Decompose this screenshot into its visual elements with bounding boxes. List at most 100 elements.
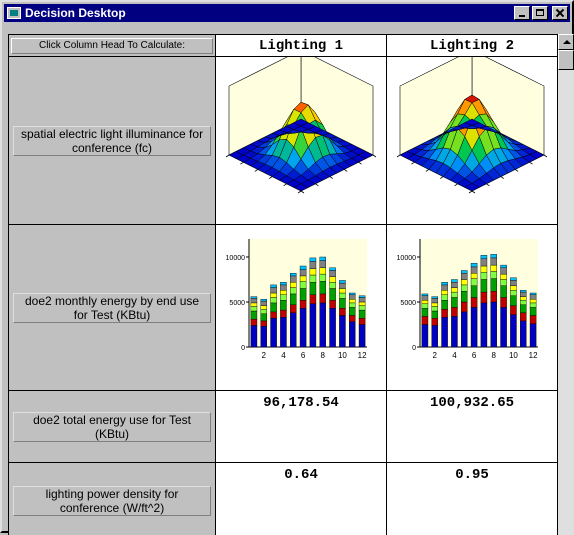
bar-segment bbox=[461, 291, 467, 302]
minimize-button[interactable] bbox=[514, 6, 530, 20]
axis-tick bbox=[469, 191, 472, 193]
bar-segment bbox=[471, 273, 477, 278]
bar-segment bbox=[421, 325, 427, 348]
decision-table: Click Column Head To Calculate: Lighting… bbox=[8, 34, 558, 535]
bar-segment bbox=[359, 298, 365, 303]
bar-segment bbox=[250, 307, 256, 312]
bar-segment bbox=[339, 280, 345, 283]
table-row: doe2 monthly energy by end use for Test … bbox=[9, 225, 558, 391]
bar-segment bbox=[431, 318, 437, 325]
bar-segment bbox=[431, 325, 437, 347]
bar-segment bbox=[441, 295, 447, 300]
row-label-monthly-energy[interactable]: doe2 monthly energy by end use for Test … bbox=[9, 225, 216, 391]
bar-segment bbox=[500, 307, 506, 347]
bar-segment bbox=[280, 285, 286, 290]
axis-tick bbox=[283, 184, 286, 186]
bar-segment bbox=[349, 293, 355, 295]
bar-segment bbox=[461, 271, 467, 274]
bar-segment bbox=[329, 268, 335, 271]
bar-segment bbox=[319, 268, 325, 274]
bar-segment bbox=[431, 303, 437, 307]
bar-segment bbox=[490, 279, 496, 292]
row-label-power-density[interactable]: lighting power density for conference (W… bbox=[9, 463, 216, 535]
bar-segment bbox=[510, 286, 516, 291]
illuminance-plot-cell-2[interactable] bbox=[387, 57, 558, 225]
bar-segment bbox=[339, 283, 345, 288]
bar-segment bbox=[359, 325, 365, 348]
bar-segment bbox=[441, 300, 447, 309]
bar-segment bbox=[530, 307, 536, 315]
power-density-value-1[interactable]: 0.64 bbox=[216, 463, 387, 535]
total-energy-value-2[interactable]: 100,932.65 bbox=[387, 391, 558, 463]
y-tick-label: 5000 bbox=[400, 300, 416, 307]
bar-segment bbox=[441, 285, 447, 290]
bar-segment bbox=[431, 298, 437, 303]
bar-segment bbox=[480, 303, 486, 347]
bar-segment bbox=[461, 302, 467, 312]
axis-tick bbox=[269, 177, 272, 179]
bar-segment bbox=[520, 300, 526, 305]
scroll-up-button[interactable] bbox=[558, 34, 574, 50]
column-head-lighting-2[interactable]: Lighting 2 bbox=[387, 35, 558, 57]
power-density-value-2[interactable]: 0.95 bbox=[387, 463, 558, 535]
bar-segment bbox=[329, 271, 335, 277]
bar-segment bbox=[500, 280, 506, 286]
bar-segment bbox=[290, 294, 296, 305]
bar-segment bbox=[530, 293, 536, 295]
x-tick-label: 10 bbox=[337, 351, 346, 360]
bar-segment bbox=[461, 273, 467, 279]
row-label-total-energy[interactable]: doe2 total energy use for Test (KBtu) bbox=[9, 391, 216, 463]
bar-segment bbox=[421, 296, 427, 301]
bar-segment bbox=[530, 316, 536, 324]
illuminance-plot-cell-1[interactable] bbox=[216, 57, 387, 225]
vertical-scrollbar[interactable] bbox=[558, 34, 574, 535]
bar-segment bbox=[451, 280, 457, 283]
bar-segment bbox=[260, 299, 266, 301]
maximize-button[interactable] bbox=[532, 6, 548, 20]
bar-segment bbox=[490, 291, 496, 302]
scroll-thumb[interactable] bbox=[558, 50, 574, 70]
bar-segment bbox=[490, 258, 496, 265]
bar-segment bbox=[349, 316, 355, 322]
header-hint: Click Column Head To Calculate: bbox=[9, 35, 216, 57]
close-button[interactable] bbox=[552, 6, 568, 20]
bar-segment bbox=[270, 293, 276, 298]
bar-segment bbox=[339, 298, 345, 308]
total-energy-value-1[interactable]: 96,178.54 bbox=[216, 391, 387, 463]
row-label-illuminance[interactable]: spatial electric light illuminance for c… bbox=[9, 57, 216, 225]
bar-segment bbox=[471, 307, 477, 347]
app-icon[interactable] bbox=[7, 7, 21, 19]
bar-segment bbox=[300, 300, 306, 308]
axis-tick bbox=[329, 177, 332, 179]
title-bar[interactable]: Decision Desktop bbox=[4, 4, 570, 22]
bar-segment bbox=[329, 277, 335, 282]
bar-segment bbox=[349, 303, 355, 308]
bar-segment bbox=[290, 282, 296, 287]
bar-segment bbox=[349, 295, 355, 300]
bar-segment bbox=[319, 274, 325, 281]
bar-segment bbox=[250, 325, 256, 347]
x-tick-label: 8 bbox=[491, 351, 496, 360]
bar-segment bbox=[421, 316, 427, 324]
bar-segment bbox=[250, 303, 256, 307]
axis-tick bbox=[397, 155, 400, 157]
bar-segment bbox=[441, 317, 447, 347]
bar-segment bbox=[451, 316, 457, 347]
bar-segment bbox=[260, 301, 266, 306]
bar-segment bbox=[480, 266, 486, 272]
column-head-lighting-1[interactable]: Lighting 1 bbox=[216, 35, 387, 57]
bar-segment bbox=[270, 285, 276, 288]
bar-segment bbox=[530, 295, 536, 300]
bar-segment bbox=[300, 308, 306, 347]
bar-segment bbox=[510, 296, 516, 306]
bar-segment bbox=[421, 294, 427, 296]
y-tick-label: 0 bbox=[412, 345, 416, 352]
bar-segment bbox=[471, 267, 477, 273]
bar-segment bbox=[280, 310, 286, 317]
bar-segment bbox=[300, 289, 306, 301]
bar-segment bbox=[461, 285, 467, 291]
bar-segment bbox=[461, 312, 467, 347]
bar-segment bbox=[471, 286, 477, 298]
